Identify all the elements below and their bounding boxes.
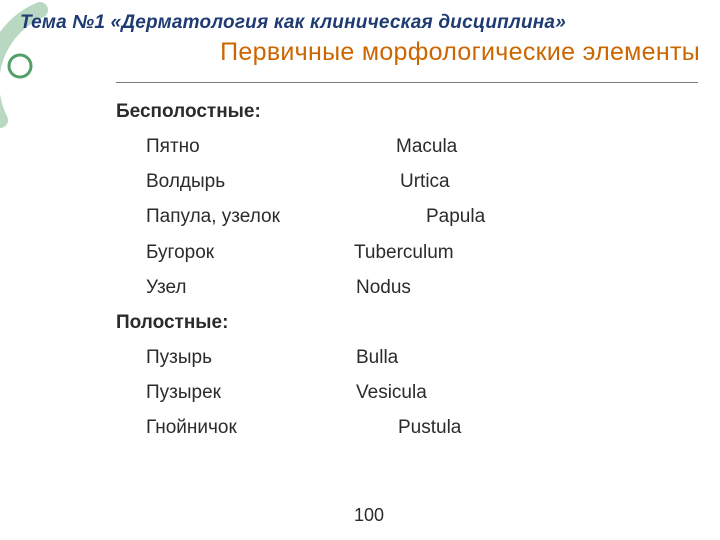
term-lat: Papula <box>346 199 680 234</box>
term-row: Бугорок Tuberculum <box>116 235 680 270</box>
term-lat: Nodus <box>346 270 680 305</box>
term-row: Пузырек Vesicula <box>116 375 680 410</box>
term-lat: Pustula <box>346 410 680 445</box>
term-ru: Узел <box>146 270 346 305</box>
content-area: Бесполостные: Пятно Macula Волдырь Urtic… <box>116 94 680 445</box>
term-lat: Macula <box>346 129 680 164</box>
term-lat: Vesicula <box>346 375 680 410</box>
section-heading: Полостные: <box>116 305 680 340</box>
term-row: Узел Nodus <box>116 270 680 305</box>
term-row: Волдырь Urtica <box>116 164 680 199</box>
term-lat: Bulla <box>346 340 680 375</box>
term-ru: Волдырь <box>146 164 346 199</box>
term-ru: Бугорок <box>146 235 346 270</box>
term-ru: Гнойничок <box>146 410 346 445</box>
term-lat: Tuberculum <box>346 235 680 270</box>
section-heading: Бесполостные: <box>116 94 680 129</box>
topic-heading: Тема №1 «Дерматология как клиническая ди… <box>20 12 700 34</box>
term-row: Пятно Macula <box>116 129 680 164</box>
term-row: Папула, узелок Papula <box>116 199 680 234</box>
term-row: Гнойничок Pustula <box>116 410 680 445</box>
term-ru: Папула, узелок <box>146 199 346 234</box>
term-lat: Urtica <box>346 164 680 199</box>
horizontal-rule <box>116 82 698 83</box>
slide-title: Первичные морфологические элементы <box>80 38 700 67</box>
term-ru: Пузырь <box>146 340 346 375</box>
term-ru: Пятно <box>146 129 346 164</box>
term-row: Пузырь Bulla <box>116 340 680 375</box>
term-ru: Пузырек <box>146 375 346 410</box>
page-number: 100 <box>354 505 384 526</box>
